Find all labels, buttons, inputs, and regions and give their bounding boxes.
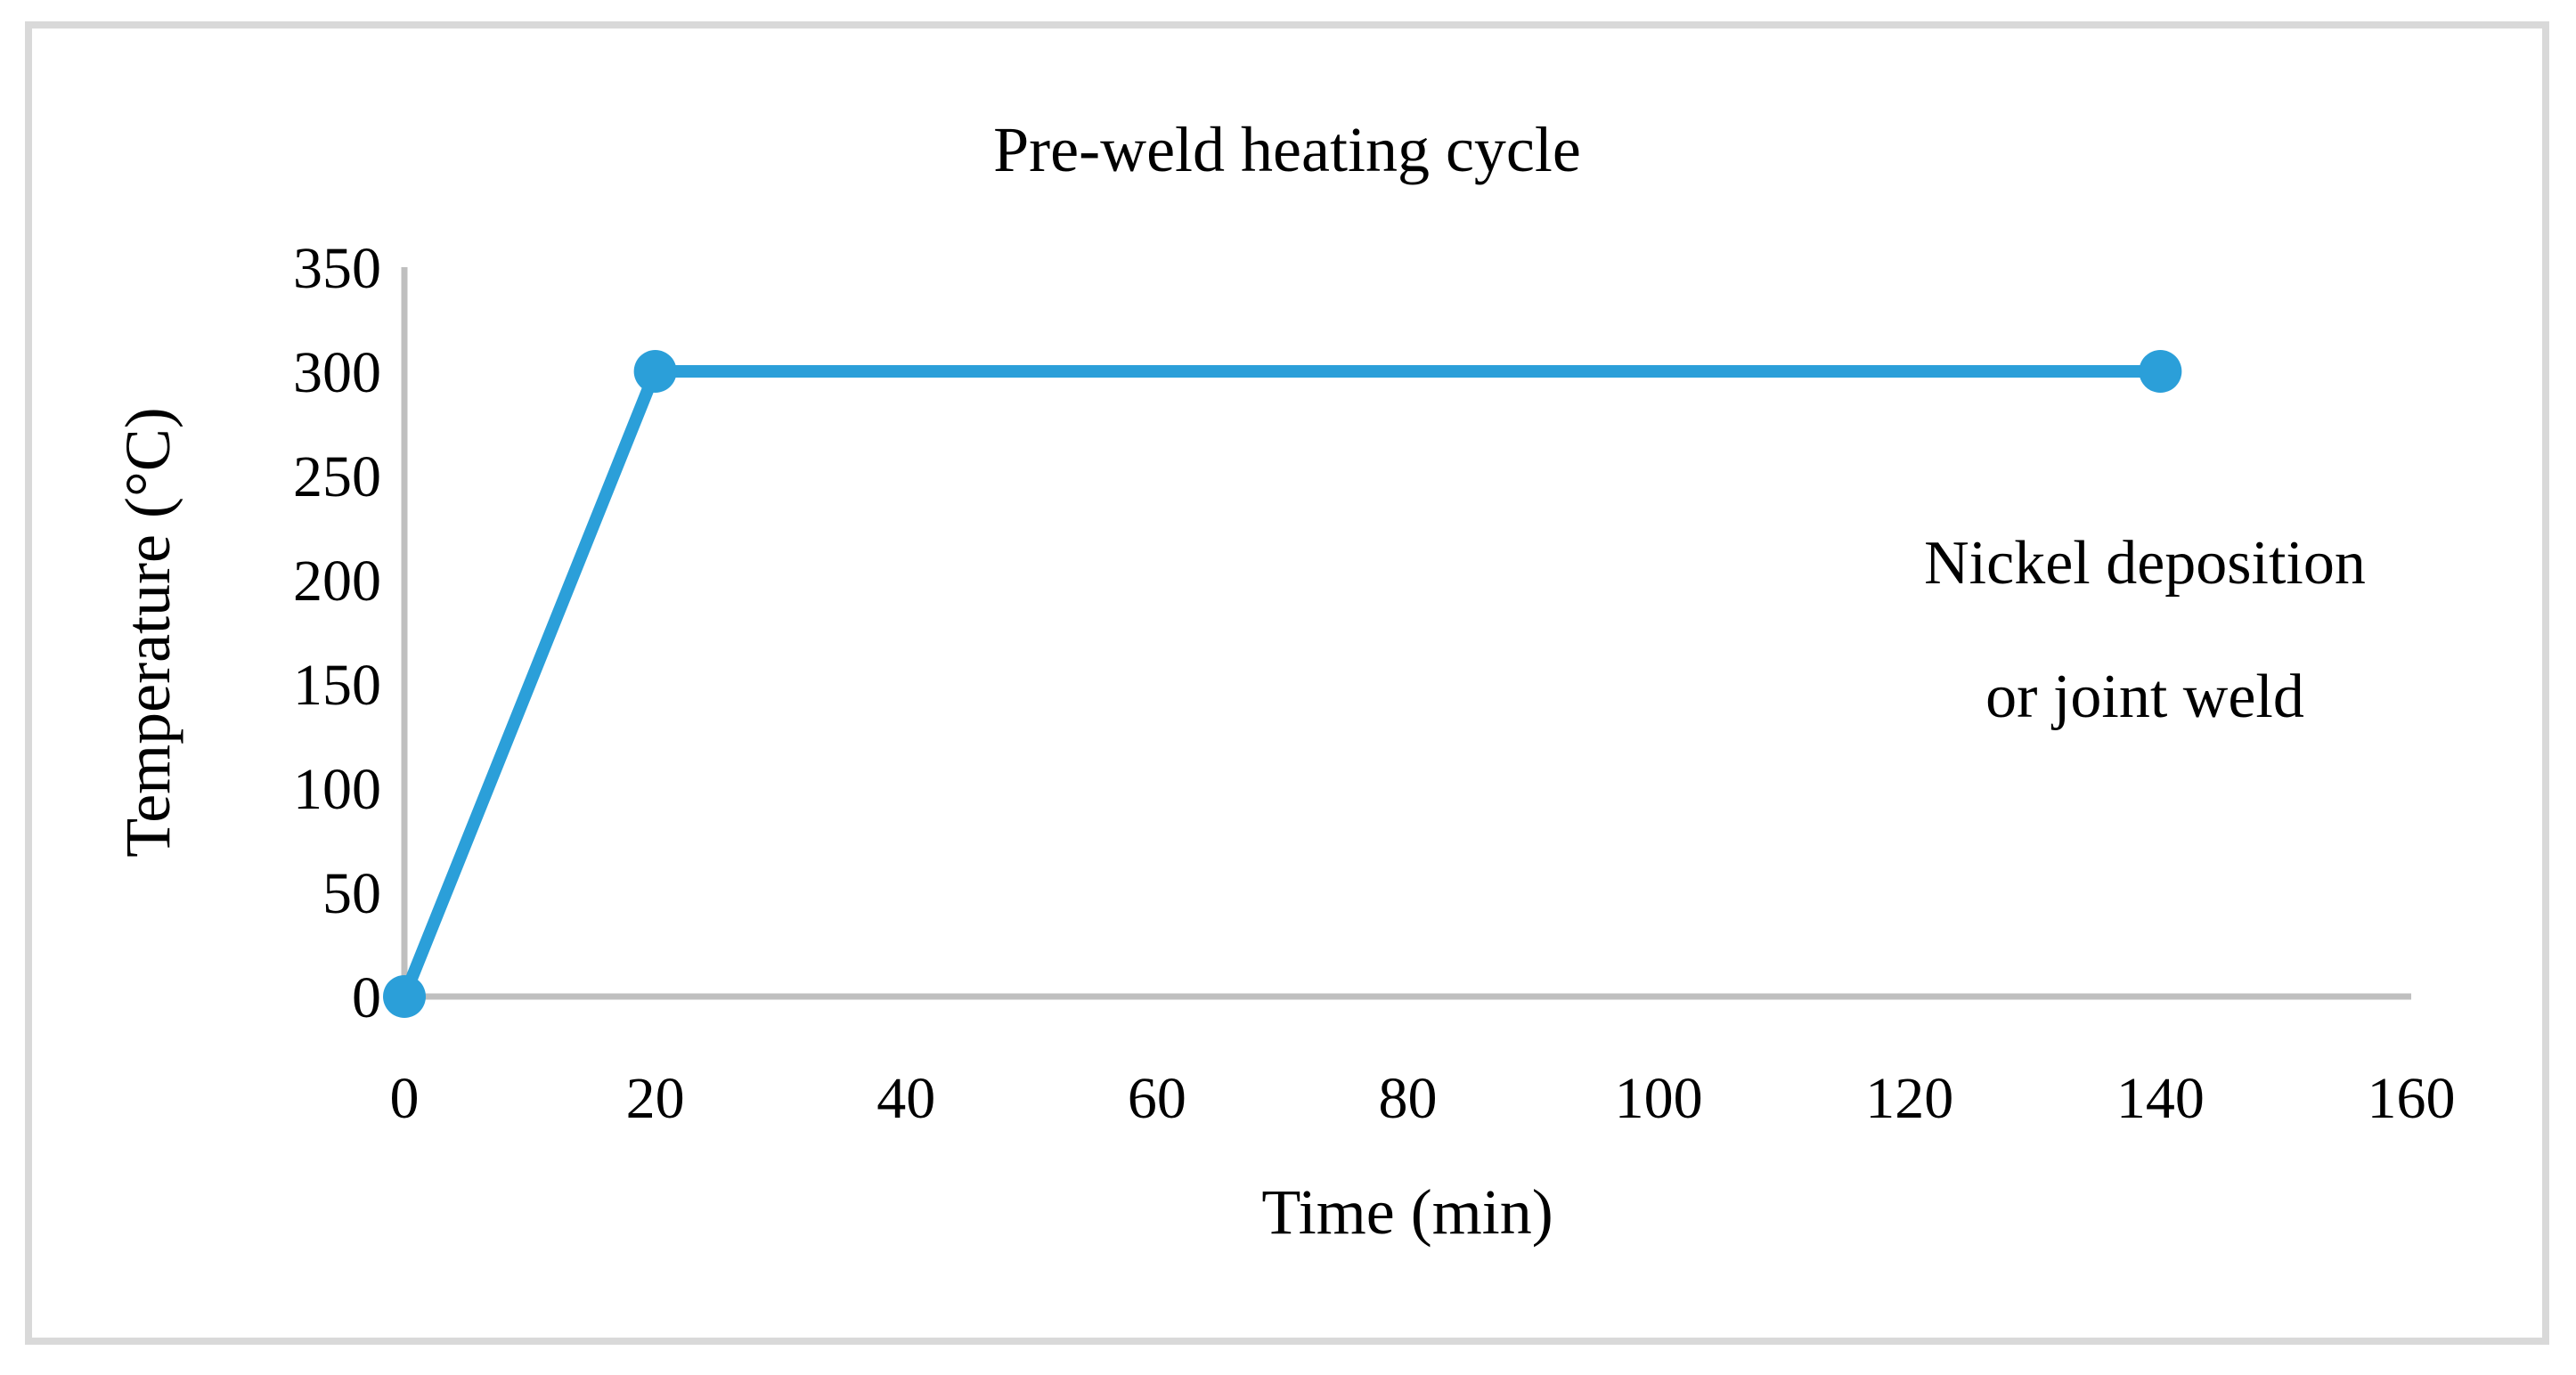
x-axis-title: Time (min) (1261, 1176, 1553, 1248)
y-tick-label: 350 (293, 236, 381, 301)
chart-title: Pre-weld heating cycle (993, 114, 1581, 185)
y-tick-label: 50 (322, 861, 381, 926)
x-tick-label: 160 (2368, 1066, 2456, 1131)
data-point-marker (633, 350, 677, 393)
x-tick-label: 140 (2116, 1066, 2205, 1131)
chart-border (25, 21, 2549, 1345)
y-tick-label: 0 (352, 965, 381, 1030)
data-point-marker (383, 975, 426, 1018)
y-tick-label: 200 (293, 549, 381, 614)
y-axis-tick-labels: 0 50 100 150 200 250 300 350 (293, 236, 381, 1030)
x-axis-tick-labels: 0 20 40 60 80 100 120 140 160 (390, 1066, 2456, 1131)
annotation-line-2: or joint weld (1985, 663, 2304, 731)
x-tick-label: 80 (1379, 1066, 1438, 1131)
x-tick-label: 100 (1615, 1066, 1703, 1131)
x-tick-label: 20 (626, 1066, 685, 1131)
x-tick-label: 40 (876, 1066, 935, 1131)
x-tick-label: 120 (1865, 1066, 1953, 1131)
data-series (383, 350, 2182, 1018)
x-tick-label: 60 (1128, 1066, 1186, 1131)
series-line (398, 365, 2167, 1003)
y-tick-label: 300 (293, 340, 381, 405)
annotation-line-1: Nickel deposition (1924, 529, 2366, 598)
annotation-nickel-deposition: Nickel deposition or joint weld (1924, 529, 2366, 731)
data-point-marker (2139, 350, 2182, 393)
y-tick-label: 150 (293, 653, 381, 718)
y-axis-title: Temperature (°C) (112, 407, 183, 858)
x-tick-label: 0 (390, 1066, 420, 1131)
y-tick-label: 100 (293, 757, 381, 822)
y-tick-label: 250 (293, 444, 381, 509)
